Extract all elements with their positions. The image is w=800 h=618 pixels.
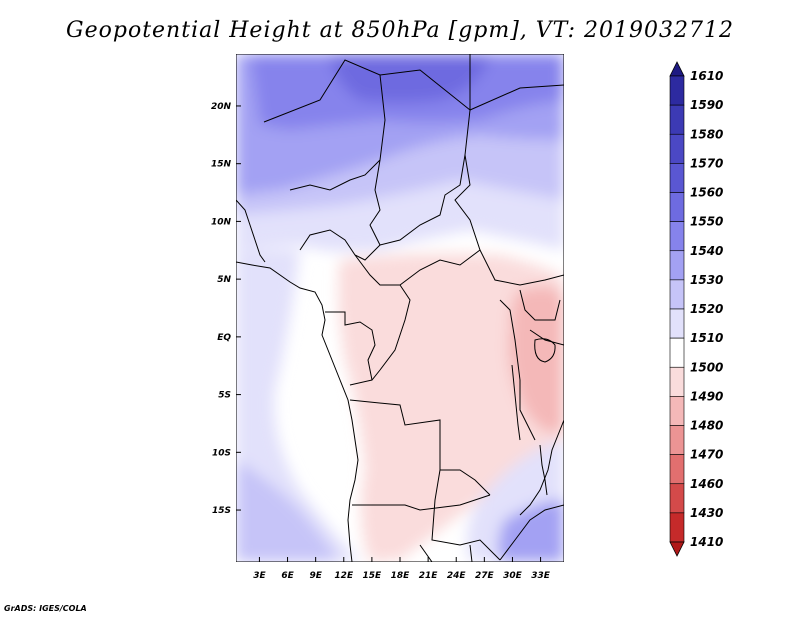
colorbar-level-label: 1590	[690, 98, 723, 112]
colorbar-level-label: 1610	[690, 69, 723, 83]
y-tick-label: 20N	[211, 102, 232, 112]
colorbar-segment	[669, 396, 685, 426]
colorbar-segment	[669, 221, 685, 252]
border-kenya-tz	[529, 329, 564, 346]
border-mali-niger	[289, 74, 386, 191]
colorbar-level-label: 1470	[690, 448, 723, 462]
coastline-east	[519, 419, 564, 516]
x-tick-label: 27E	[475, 571, 495, 581]
y-tick-label: 5S	[218, 391, 231, 401]
border-car	[354, 249, 481, 286]
colorbar-segment	[669, 75, 685, 106]
colorbar-level-label: 1410	[690, 535, 723, 549]
colorbar-level-label: 1560	[690, 186, 723, 200]
x-tick-label: 6E	[281, 571, 294, 581]
colorbar-segment	[669, 192, 685, 222]
height-field	[236, 54, 564, 562]
colorbar-segment	[669, 512, 685, 543]
x-tick-label: 30E	[503, 571, 523, 581]
colorbar-level-label: 1520	[690, 302, 723, 316]
border-drc-west	[349, 284, 411, 386]
coastline-west-north	[236, 199, 266, 263]
colorbar-level-label: 1430	[690, 506, 723, 520]
x-tick-label: 3E	[253, 571, 266, 581]
colorbar-level-label: 1480	[690, 419, 723, 433]
border-uganda	[519, 289, 561, 321]
x-axis-labels: 3E 6E 9E 12E 15E 18E 21E 24E 27E 30E 33E	[253, 571, 551, 581]
colorbar-top-triangle	[669, 61, 685, 77]
axis-ticks	[236, 105, 542, 562]
colorbar-segment	[669, 366, 685, 397]
colorbar-segment	[669, 425, 685, 455]
lake-victoria	[534, 338, 556, 363]
colorbar-level-label: 1570	[690, 156, 723, 170]
x-tick-label: 21E	[419, 571, 439, 581]
lake-malawi	[539, 444, 548, 496]
x-tick-label: 9E	[309, 571, 322, 581]
field-equatorial-1500	[338, 253, 564, 562]
field-lakes-1490	[509, 286, 564, 433]
coastline-west	[236, 261, 359, 562]
colorbar-segment	[669, 308, 685, 339]
field-central-1500	[410, 286, 508, 390]
colorbar-level-label: 1500	[690, 360, 723, 374]
x-tick-label: 18E	[391, 571, 411, 581]
colorbar-labels: 1610 1590 1580 1570 1560 1550 1540 1530 1520 1510…	[690, 69, 723, 549]
border-zambia	[431, 469, 501, 561]
colorbar-level-label: 1530	[690, 273, 723, 287]
border-chad	[369, 109, 471, 246]
colorbar-segment	[669, 454, 685, 485]
colorbar-segment	[669, 250, 685, 281]
y-tick-label: 10N	[211, 217, 232, 227]
credit-label: GrADS: IGES/COLA	[4, 604, 87, 613]
colorbar-level-label: 1460	[690, 477, 723, 491]
colorbar-level-label: 1540	[690, 244, 723, 258]
field-south-ridge	[236, 460, 340, 562]
y-tick-label: 5N	[217, 275, 231, 285]
colorbar-segment	[669, 279, 685, 310]
colorbar-segment	[669, 163, 685, 193]
border-south-african	[419, 544, 473, 562]
colorbar-segment	[669, 104, 685, 135]
colorbar-level-label: 1490	[690, 389, 723, 403]
colorbar-segment	[669, 483, 685, 514]
field-north-1570	[330, 54, 490, 103]
map-borders	[236, 54, 564, 562]
x-tick-label: 33E	[531, 571, 551, 581]
colorbar-bottom-triangle	[669, 541, 685, 557]
y-tick-label: 15N	[211, 160, 232, 170]
colorbar-level-label: 1510	[690, 331, 723, 345]
colorbar-level-label: 1580	[690, 127, 723, 141]
border-gabon-congo	[325, 311, 376, 381]
chart-title: Geopotential Height at 850hPa [gpm], VT:…	[66, 18, 734, 43]
x-tick-label: 15E	[363, 571, 383, 581]
colorbar-segment	[669, 337, 685, 368]
colorbar-segment	[669, 133, 685, 164]
border-drc-angola	[349, 399, 491, 496]
border-southeast	[499, 504, 564, 561]
border-east-lakes	[499, 299, 536, 441]
colorbar	[669, 61, 685, 557]
border-angola-namibia	[352, 494, 491, 511]
y-tick-label: 10S	[212, 448, 231, 458]
x-tick-label: 24E	[447, 571, 467, 581]
y-tick-label: EQ	[217, 333, 231, 343]
y-tick-label: 15S	[212, 506, 231, 516]
field-southeast-1550	[498, 500, 564, 562]
lake-tanganyika	[511, 364, 521, 441]
border-north-east	[469, 84, 564, 111]
x-tick-label: 12E	[334, 571, 354, 581]
y-axis-labels: 20N 15N 10N 5N EQ 5S 10S 15S	[211, 102, 232, 516]
colorbar-level-label: 1550	[690, 215, 723, 229]
border-nigeria-cameroon	[299, 229, 381, 261]
